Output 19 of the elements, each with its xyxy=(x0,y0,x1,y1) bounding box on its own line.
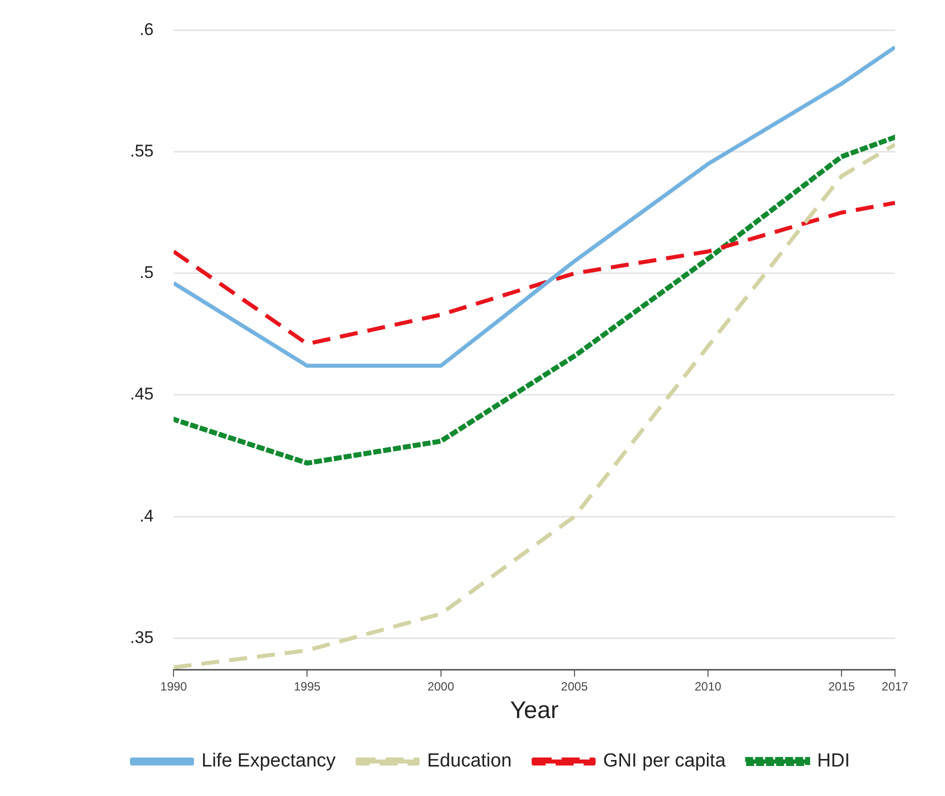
y-tick-label: .55 xyxy=(130,141,154,160)
x-tick-label: 2010 xyxy=(694,679,722,694)
x-tick-label: 2000 xyxy=(427,679,454,694)
y-tick-label: .4 xyxy=(139,506,154,526)
y-tick-label: .5 xyxy=(139,263,154,282)
line-series xyxy=(174,200,895,346)
x-tick-label: 1990 xyxy=(160,679,188,694)
x-tick-label: 2005 xyxy=(561,679,588,694)
y-tick-label: .45 xyxy=(130,384,154,404)
legend-label: GNI per capita xyxy=(603,750,726,772)
x-axis-title: Year xyxy=(510,697,559,724)
x-tick-label: 1995 xyxy=(294,679,321,694)
legend-label: Education xyxy=(427,750,512,772)
y-tick-label: .35 xyxy=(130,628,154,647)
legend-label: Life Expectancy xyxy=(202,750,336,772)
x-tick-label: 2017 xyxy=(882,679,909,694)
x-tick-label: 2015 xyxy=(828,679,856,694)
legend-label: HDI xyxy=(817,750,850,772)
y-tick-label: .6 xyxy=(139,20,154,39)
